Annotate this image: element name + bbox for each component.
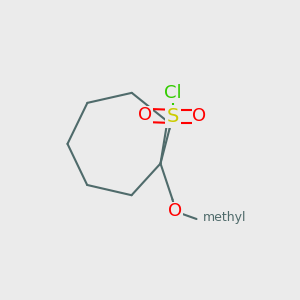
Text: Cl: Cl (164, 84, 182, 102)
Text: O: O (138, 106, 153, 124)
Text: methyl: methyl (202, 211, 246, 224)
Text: O: O (168, 202, 183, 220)
Text: O: O (192, 107, 207, 125)
Text: S: S (167, 107, 179, 126)
